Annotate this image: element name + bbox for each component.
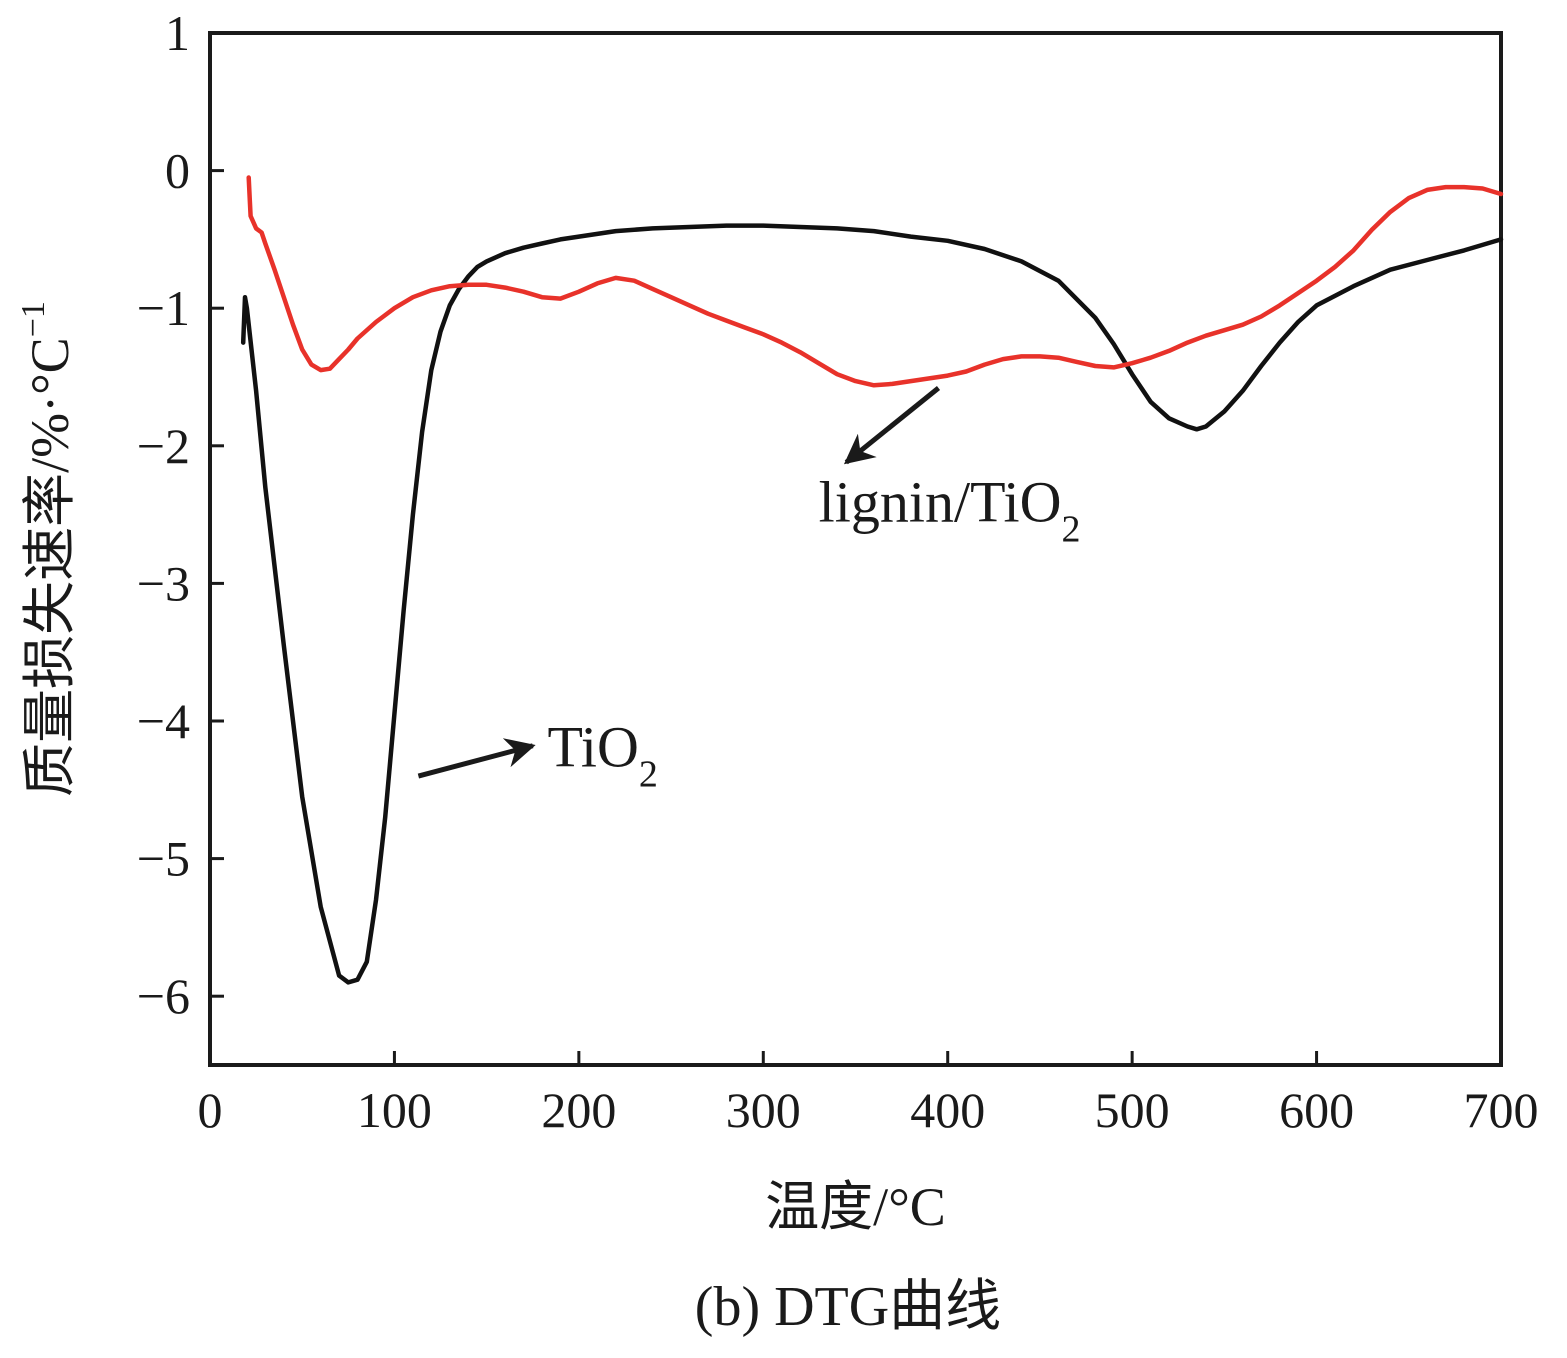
x-tick-label: 100: [357, 1082, 432, 1138]
annotation-arrow-tio2: [417, 738, 536, 779]
annotation-text-subscript: 2: [639, 753, 658, 795]
series-layer: [240, 175, 1504, 985]
x-tick-label: 400: [910, 1082, 985, 1138]
annotation-label-tio2: TiO2: [548, 714, 658, 795]
series-line-lignin-tio2: [246, 175, 1504, 388]
annotation-text-subscript: 2: [1061, 508, 1080, 550]
annotation-text-main: TiO: [548, 714, 639, 779]
y-tick-label: −4: [137, 693, 190, 749]
y-tick-label: −1: [137, 280, 190, 336]
annotation-text-main: lignin/TiO: [819, 469, 1062, 534]
x-axis-title: 温度/°C: [765, 1177, 946, 1237]
y-axis-title: 质量损失速率/%·°C−1: [15, 301, 80, 797]
y-tick-label: −2: [137, 418, 190, 474]
x-tick-label: 500: [1095, 1082, 1170, 1138]
y-tick-label: −6: [137, 968, 190, 1024]
x-tick-label: 700: [1464, 1082, 1539, 1138]
x-tick-label: 200: [541, 1082, 616, 1138]
x-tick-label: 600: [1279, 1082, 1354, 1138]
y-tick-label: 0: [165, 143, 190, 199]
plot-frame: [208, 31, 1503, 1067]
x-tick-label: 300: [726, 1082, 801, 1138]
x-tick-label: 0: [198, 1082, 223, 1138]
y-tick-label: −3: [137, 555, 190, 611]
y-axis-title-superscript: −1: [15, 301, 52, 337]
series-line-tio2: [240, 223, 1504, 985]
figure-caption: (b) DTG曲线: [695, 1276, 1001, 1338]
y-axis-title-base: 质量损失速率/%·°C: [20, 337, 80, 797]
annotation-arrow-lignin: [843, 386, 941, 465]
plot-border: [208, 31, 1503, 1067]
annotation-label-lignin: lignin/TiO2: [819, 469, 1081, 550]
y-tick-label: 1: [165, 5, 190, 61]
y-tick-label: −5: [137, 831, 190, 887]
label-layer: 0 100 200 300 400 500 600 700 1 0 −1 −2 −3 −4 −5 −6 温度/°…: [15, 5, 1539, 1338]
